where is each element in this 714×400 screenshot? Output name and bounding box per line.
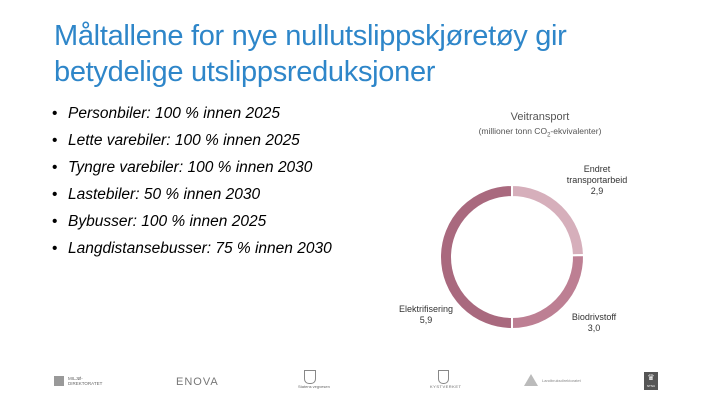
landbruksdirektoratet-logo: Landbruksdirektoratet [524,374,581,386]
list-item: Personbiler: 100 % innen 2025 [52,104,332,124]
list-item: Lette varebiler: 100 % innen 2025 [52,131,332,151]
donut-slice-value: 2,9 [591,186,604,196]
miljodirektoratet-text: MILJØ- DIREKTORATET [68,376,103,386]
miljodirektoratet-mark-icon [54,376,64,386]
donut-slice-value: 5,9 [420,315,433,325]
donut-slice-category: Biodrivstoff [572,312,617,322]
donut-slice [511,183,586,257]
donut-slice-label: Elektrifisering 5,9 [399,304,453,325]
statens-vegvesen-text: Statens vegvesen [298,384,330,389]
donut-slice-category: transportarbeid [567,175,628,185]
donut-slice-label: Endret transportarbeid 2,9 [567,164,628,196]
triangle-icon [524,374,538,386]
kystverket-text: KYSTVERKET [430,384,462,389]
landbruksdirektoratet-text: Landbruksdirektoratet [542,377,581,383]
enova-logo: ENOVA [176,376,219,388]
crest-icon [437,370,449,384]
crest-icon [304,370,316,384]
chart-subtitle: (millioner tonn CO2-ekvivalenter) [440,126,640,139]
chart-subtitle-subscript: 2 [547,132,551,139]
chart-title: Veitransport [510,111,570,123]
slide-title: Måltallene for nye nullutslippskjøretøy … [54,20,567,88]
list-item: Lastebiler: 50 % innen 2030 [52,185,332,205]
statens-vegvesen-logo: Statens vegvesen [298,370,330,389]
kystverket-logo: KYSTVERKET [430,370,462,389]
list-item: Bybusser: 100 % innen 2025 [52,212,332,232]
chart-subtitle-suffix: -ekvivalenter) [550,126,602,136]
crest-icon: ♛ [647,373,655,382]
footer-logos: MILJØ- DIREKTORATET ENOVA Statens vegvese… [0,366,714,400]
donut-slice-value: 3,0 [588,323,601,333]
ntnu-logo: ♛ NTNU [644,372,658,390]
miljodirektoratet-logo: MILJØ- DIREKTORATET [54,376,116,386]
donut-slice-category: Elektrifisering [399,304,453,314]
ntnu-text: NTNU [646,384,656,388]
donut-slice-label: Biodrivstoff 3,0 [572,312,617,333]
chart-subtitle-prefix: (millioner tonn CO [478,126,548,136]
donut-slice-category: Endret [584,164,611,174]
donut-slice [439,183,513,331]
list-item: Tyngre varebiler: 100 % innen 2030 [52,158,332,178]
target-list: Personbiler: 100 % innen 2025 Lette vare… [52,104,332,266]
list-item: Langdistansebusser: 75 % innen 2030 [52,239,332,259]
